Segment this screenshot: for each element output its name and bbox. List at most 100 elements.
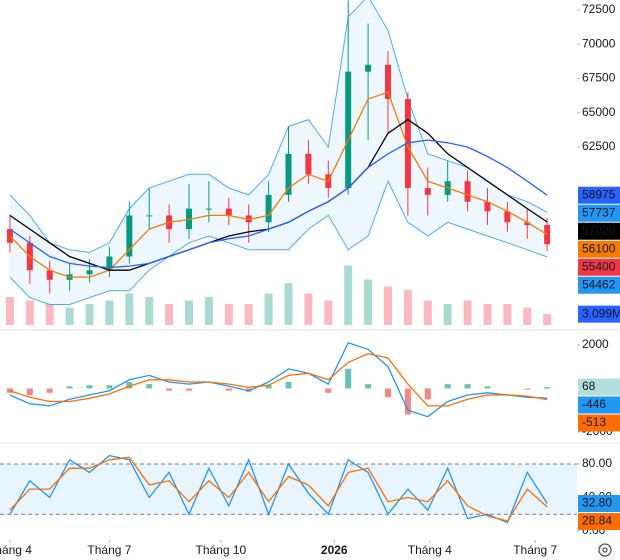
histogram-bar bbox=[365, 384, 372, 389]
x-tick-label: Tháng 7 bbox=[87, 543, 131, 557]
volume-bar bbox=[364, 279, 373, 325]
x-tick-label: 2026 bbox=[321, 543, 348, 557]
volume-bar bbox=[443, 304, 452, 325]
volume-bar bbox=[145, 297, 154, 325]
price-label: 58975 bbox=[582, 187, 616, 201]
candle-body bbox=[524, 222, 531, 226]
volume-bar bbox=[423, 300, 432, 325]
volume-bar bbox=[45, 304, 54, 325]
price-label: 55400 bbox=[582, 259, 616, 273]
settings-button[interactable] bbox=[598, 543, 612, 557]
price-label-box bbox=[578, 204, 620, 222]
price-label-box bbox=[578, 378, 620, 396]
candle-body bbox=[384, 64, 391, 100]
candle-body bbox=[126, 215, 133, 257]
y-tick-label: 72500 bbox=[582, 2, 616, 16]
histogram-bar bbox=[265, 385, 272, 389]
band-lower bbox=[9, 179, 548, 305]
candle-body bbox=[225, 208, 232, 216]
volume-bar bbox=[523, 307, 532, 325]
price-label-box bbox=[578, 513, 620, 531]
volume-bar bbox=[284, 283, 293, 325]
price-label: 32.80 bbox=[582, 496, 612, 510]
price-label-box bbox=[578, 305, 620, 323]
histogram-bar bbox=[225, 388, 232, 391]
candle-body bbox=[106, 256, 113, 271]
candle-body bbox=[265, 194, 272, 223]
histogram-bar bbox=[424, 388, 431, 400]
candle-body bbox=[305, 153, 312, 175]
histogram-bar bbox=[444, 384, 451, 389]
price-label-box bbox=[578, 186, 620, 204]
price-label: -446 bbox=[582, 397, 606, 411]
price-label-box bbox=[578, 414, 620, 432]
price-label: 57737 bbox=[582, 205, 616, 219]
price-label: -513 bbox=[582, 415, 606, 429]
candle-body bbox=[146, 215, 153, 217]
volume-bar bbox=[324, 300, 333, 325]
x-tick-label: Tháng 7 bbox=[513, 543, 557, 557]
macd-line bbox=[9, 353, 548, 407]
y-tick-label: 62500 bbox=[582, 139, 616, 153]
histogram-bar bbox=[464, 384, 471, 389]
histogram-bar bbox=[544, 387, 551, 389]
candle-body bbox=[205, 208, 212, 210]
price-label-box bbox=[578, 276, 620, 294]
candle-body bbox=[86, 270, 93, 275]
moving-average bbox=[9, 139, 548, 269]
volume-bar bbox=[383, 286, 392, 325]
histogram-bar bbox=[86, 385, 93, 389]
price-label: 56100 bbox=[582, 241, 616, 255]
y-tick-label: 80.00 bbox=[582, 456, 612, 470]
volume-bar bbox=[264, 293, 273, 325]
macd-line bbox=[9, 342, 548, 418]
volume-bar bbox=[204, 297, 213, 325]
volume-bar bbox=[304, 293, 313, 325]
price-label: 57020 bbox=[582, 223, 616, 237]
volume-bar bbox=[105, 300, 114, 325]
candle-body bbox=[464, 181, 471, 202]
candle-body bbox=[504, 211, 511, 223]
moving-average bbox=[9, 91, 548, 278]
pane bbox=[0, 454, 577, 524]
volume-bar bbox=[463, 300, 472, 325]
price-label: 3.099M bbox=[582, 306, 620, 320]
histogram-bar bbox=[26, 388, 33, 395]
histogram-bar bbox=[186, 388, 193, 391]
volume-bar bbox=[5, 297, 14, 325]
volume-bar bbox=[165, 304, 174, 325]
x-tick-label: Tháng 4 bbox=[0, 543, 32, 557]
price-label-box bbox=[578, 222, 620, 240]
x-tick-label: Tháng 4 bbox=[408, 543, 452, 557]
x-tick-label: Tháng 10 bbox=[195, 543, 246, 557]
volume-bar bbox=[403, 290, 412, 325]
y-tick-label: 2000 bbox=[582, 337, 609, 351]
histogram-bar bbox=[106, 385, 113, 389]
histogram-bar bbox=[345, 368, 352, 389]
volume-bar bbox=[503, 304, 512, 325]
price-label-box bbox=[578, 495, 620, 513]
histogram-bar bbox=[146, 384, 153, 389]
price-label: 28.84 bbox=[582, 514, 612, 528]
candle-body bbox=[365, 64, 372, 72]
volume-bar bbox=[224, 304, 233, 325]
y-tick-label: 70000 bbox=[582, 36, 616, 50]
volume-bar bbox=[85, 304, 94, 325]
price-label: 54462 bbox=[582, 277, 616, 291]
histogram-bar bbox=[384, 388, 391, 398]
candle-body bbox=[424, 188, 431, 195]
histogram-bar bbox=[126, 381, 133, 389]
volume-bar bbox=[244, 304, 253, 325]
pane bbox=[5, 0, 552, 325]
histogram-bar bbox=[285, 381, 292, 389]
candle-body bbox=[484, 201, 491, 212]
histogram-bar bbox=[66, 386, 73, 389]
volume-bar bbox=[125, 293, 134, 325]
volume-bar bbox=[543, 314, 552, 325]
y-tick-label: 67500 bbox=[582, 71, 616, 85]
volume-bar bbox=[185, 300, 194, 325]
volume-bar bbox=[65, 307, 74, 325]
histogram-bar bbox=[524, 388, 531, 390]
